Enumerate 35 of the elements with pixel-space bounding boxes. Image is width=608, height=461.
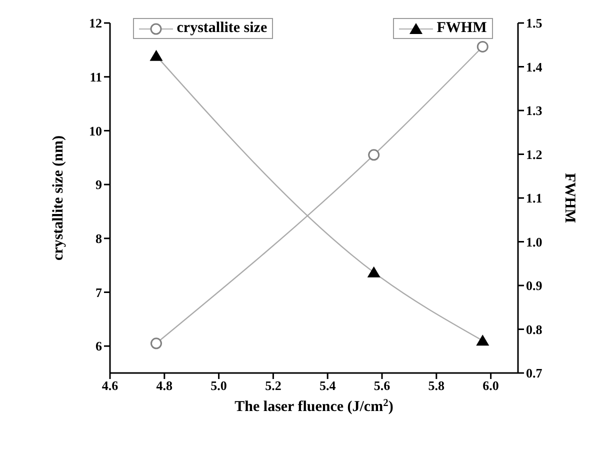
x-tick-label: 5.4 bbox=[319, 378, 336, 394]
y-tick-label: 11 bbox=[90, 69, 102, 84]
y2-tick-label: 1.4 bbox=[526, 59, 543, 74]
x-axis-title: The laser fluence (J/cm$^{2}$) bbox=[234, 398, 394, 415]
y-axis-title: crystallite size (nm) bbox=[50, 136, 66, 260]
x-tick-label: 4.8 bbox=[156, 378, 174, 394]
y2-tick-label: 1.1 bbox=[526, 190, 542, 206]
y-tick-label: 7 bbox=[96, 284, 102, 300]
y-tick-label: 10 bbox=[89, 123, 102, 138]
y2-tick-label: 1.3 bbox=[526, 103, 543, 118]
x-tick-label: 5.6 bbox=[374, 378, 391, 394]
x-tick-label: 5.0 bbox=[210, 378, 227, 394]
y2-tick-label: 1.5 bbox=[526, 16, 543, 31]
point bbox=[150, 50, 163, 61]
legend-label: FWHM bbox=[393, 18, 493, 39]
y-tick-label: 8 bbox=[96, 231, 102, 246]
point bbox=[476, 40, 488, 52]
point bbox=[150, 338, 162, 350]
y2-tick-label: 1.2 bbox=[526, 146, 542, 162]
y2-tick-label: 0.9 bbox=[526, 278, 543, 294]
y2-tick-label: 1.0 bbox=[526, 234, 542, 250]
point bbox=[476, 334, 490, 346]
x-tick-label: 4.6 bbox=[102, 378, 119, 394]
point bbox=[368, 149, 380, 161]
x-tick-label: 5.8 bbox=[428, 378, 446, 394]
y-tick-label: 12 bbox=[89, 16, 102, 31]
y-tick-label: 6 bbox=[96, 338, 102, 354]
y2-axis-title: FWHM bbox=[562, 173, 578, 223]
x-tick-label: 5.2 bbox=[265, 378, 282, 394]
y-tick-label: 9 bbox=[96, 177, 102, 192]
y2-tick-label: 0.7 bbox=[526, 366, 543, 381]
point bbox=[367, 266, 380, 278]
x-tick-label: 6.0 bbox=[482, 378, 499, 394]
y2-tick-label: 0.8 bbox=[526, 322, 543, 337]
legend-label: crystallite size bbox=[133, 18, 274, 39]
